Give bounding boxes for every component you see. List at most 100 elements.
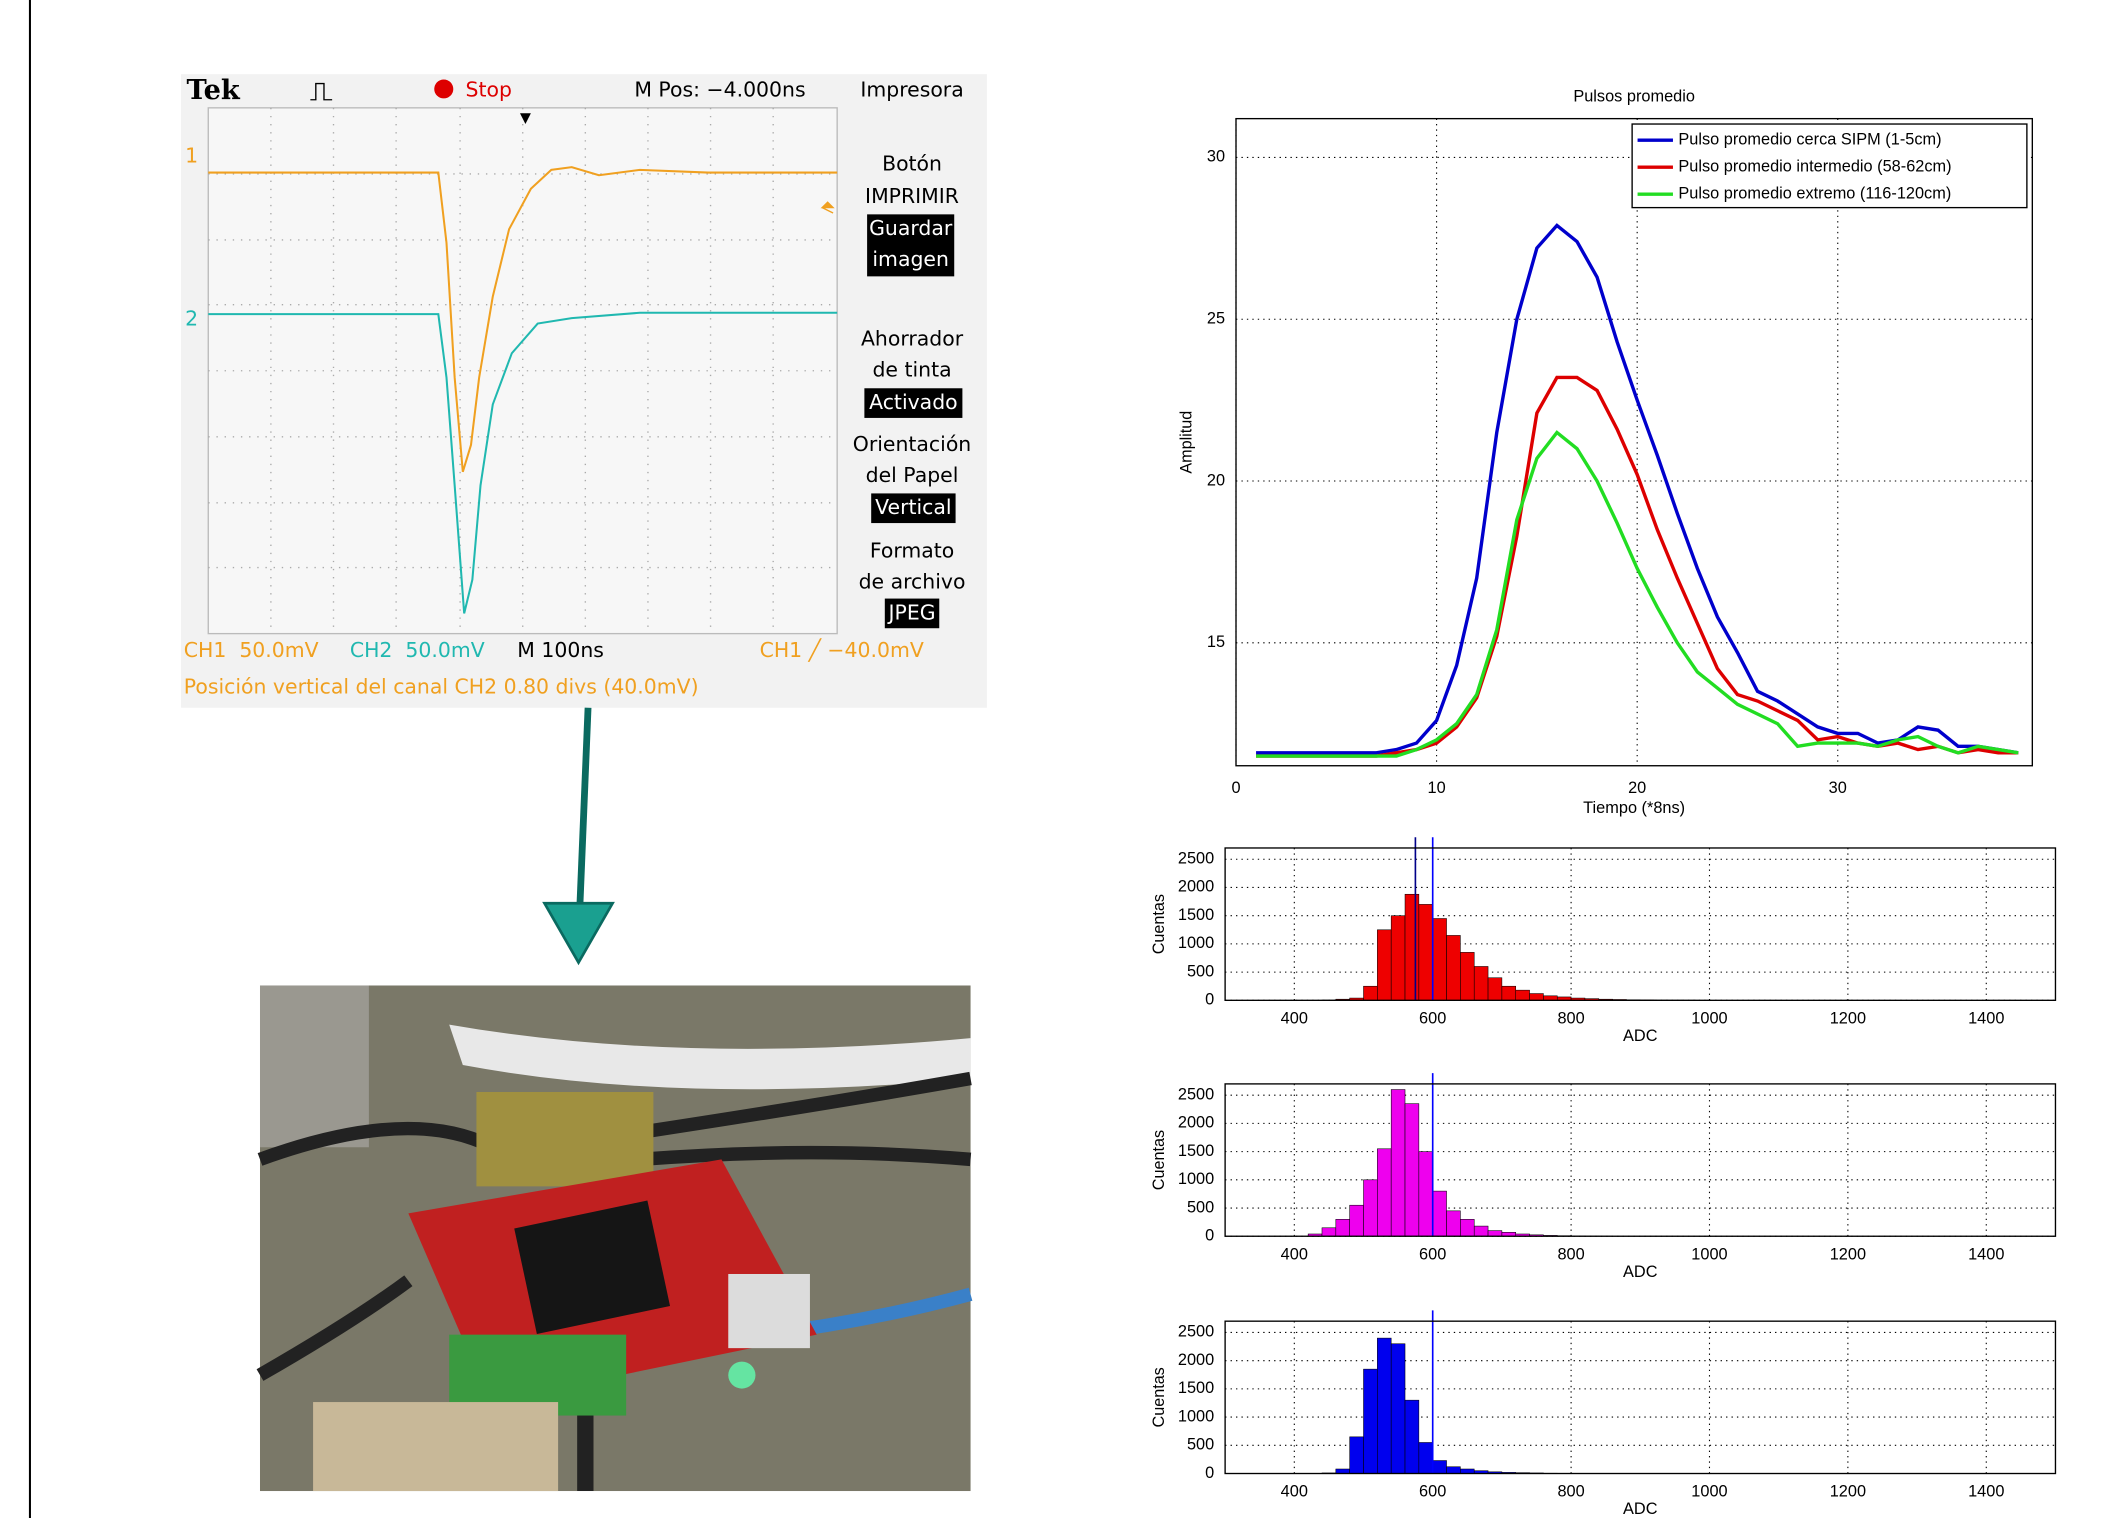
menu-label: Botón bbox=[882, 152, 942, 176]
histogram-bar bbox=[1404, 1399, 1420, 1474]
legend-box bbox=[1631, 123, 2028, 209]
x-axis-label: ADC bbox=[1623, 1263, 1658, 1281]
x-tick-label: 1400 bbox=[1968, 1010, 2004, 1028]
x-tick-label: 600 bbox=[1419, 1245, 1446, 1263]
y-tick-label: 1000 bbox=[1178, 1170, 1214, 1188]
histogram-bar bbox=[1446, 935, 1461, 1001]
histogram-bar bbox=[1432, 1460, 1447, 1474]
x-tick-label: 1200 bbox=[1830, 1483, 1866, 1501]
histogram-bar bbox=[1501, 985, 1517, 1001]
menu-option: Vertical bbox=[875, 495, 951, 519]
histogram-bar bbox=[1460, 1468, 1475, 1474]
histogram-bar bbox=[1404, 1103, 1420, 1237]
histogram-bar bbox=[1349, 1436, 1364, 1474]
histogram-bar bbox=[1473, 1225, 1489, 1237]
menu-label: Orientación bbox=[853, 432, 971, 456]
y-tick-label: 1000 bbox=[1178, 934, 1214, 952]
x-tick-label: 1000 bbox=[1691, 1483, 1727, 1501]
histogram-bar bbox=[1432, 1190, 1447, 1237]
menu-option: Guardar bbox=[869, 216, 953, 240]
histogram-bar bbox=[1321, 1227, 1337, 1237]
x-tick-label: 600 bbox=[1419, 1483, 1446, 1501]
histogram-bar bbox=[1432, 918, 1447, 1001]
y-tick-label: 1500 bbox=[1178, 1379, 1214, 1397]
legend-label: Pulso promedio extremo (116-120cm) bbox=[1678, 184, 1951, 202]
x-tick-label: 400 bbox=[1281, 1483, 1308, 1501]
timebase: M 100ns bbox=[517, 638, 604, 662]
menu-option: JPEG bbox=[886, 600, 935, 624]
y-tick-label: 2500 bbox=[1178, 1086, 1214, 1104]
ch2-scale: CH2 50.0mV bbox=[350, 638, 485, 662]
histogram-bar bbox=[1543, 995, 1558, 1001]
trigger: CH1 ╱ −40.0mV bbox=[760, 638, 924, 662]
y-axis-label: Cuentas bbox=[1150, 1130, 1168, 1190]
histogram-bar bbox=[1515, 989, 1530, 1001]
x-tick-label: 1400 bbox=[1968, 1483, 2004, 1501]
menu-label: del Papel bbox=[866, 463, 959, 487]
y-tick-label: 0 bbox=[1205, 1227, 1214, 1245]
flow-arrow bbox=[576, 707, 592, 907]
ch2-marker: 2 bbox=[185, 307, 198, 331]
histogram-bar bbox=[1335, 1219, 1350, 1237]
brand: Tek bbox=[186, 75, 241, 106]
histogram-bar bbox=[1363, 1368, 1378, 1474]
plot-frame bbox=[1224, 847, 2057, 1001]
plot-frame bbox=[1235, 117, 2034, 767]
ch1-scale: CH1 50.0mV bbox=[184, 638, 319, 662]
status: Posición vertical del canal CH2 0.80 div… bbox=[184, 675, 699, 699]
menu-label: Ahorrador bbox=[861, 327, 964, 351]
y-tick-label: 2500 bbox=[1178, 1323, 1214, 1341]
histogram-bar bbox=[1418, 904, 1433, 1001]
x-axis-label: ADC bbox=[1623, 1500, 1658, 1518]
histogram-bar bbox=[1404, 893, 1420, 1001]
oscilloscope: Tek Stop M Pos: −4.000ns Impresora Botón… bbox=[181, 74, 987, 708]
histogram-bar bbox=[1460, 1219, 1475, 1237]
ch1-marker: 1 bbox=[185, 143, 198, 167]
trigger-pos bbox=[519, 113, 531, 125]
x-tick-label: 1000 bbox=[1691, 1245, 1727, 1263]
y-tick-label: 500 bbox=[1187, 1436, 1214, 1454]
plot-frame bbox=[1224, 1083, 2057, 1237]
legend-label: Pulso promedio cerca SIPM (1-5cm) bbox=[1678, 131, 1941, 149]
y-tick-label: 0 bbox=[1205, 991, 1214, 1009]
histogram-bar bbox=[1418, 1442, 1433, 1474]
histogram-bar bbox=[1529, 993, 1544, 1001]
histogram-bar bbox=[1363, 985, 1378, 1001]
x-axis-label: ADC bbox=[1623, 1027, 1658, 1045]
y-axis-label: Cuentas bbox=[1150, 894, 1168, 954]
histogram-bar bbox=[1377, 1148, 1392, 1237]
x-tick-label: 0 bbox=[1231, 779, 1240, 797]
histogram-bar bbox=[1349, 1204, 1364, 1237]
histogram-bar bbox=[1335, 1468, 1350, 1474]
chart-title: Pulsos promedio bbox=[1573, 87, 1695, 105]
x-axis-label: Tiempo (*8ns) bbox=[1583, 799, 1685, 817]
y-tick-label: 20 bbox=[1207, 471, 1225, 489]
scope-screen bbox=[207, 107, 838, 635]
y-tick-label: 0 bbox=[1205, 1464, 1214, 1482]
plot-area bbox=[1236, 118, 2033, 766]
x-tick-label: 800 bbox=[1557, 1245, 1584, 1263]
y-axis-label: Cuentas bbox=[1150, 1367, 1168, 1427]
state: Stop bbox=[466, 77, 512, 101]
trace-ch1 bbox=[208, 166, 838, 473]
y-tick-label: 500 bbox=[1187, 1198, 1214, 1216]
y-tick-label: 1000 bbox=[1178, 1407, 1214, 1425]
y-tick-label: 1500 bbox=[1178, 1142, 1214, 1160]
histogram-bar bbox=[1473, 966, 1489, 1001]
x-tick-label: 1000 bbox=[1691, 1010, 1727, 1028]
y-tick-label: 2000 bbox=[1178, 878, 1214, 896]
x-tick-label: 800 bbox=[1557, 1483, 1584, 1501]
y-tick-label: 500 bbox=[1187, 962, 1214, 980]
menu-option: Activado bbox=[869, 390, 958, 414]
menu-title: Impresora bbox=[860, 77, 963, 101]
y-tick-label: 30 bbox=[1207, 148, 1225, 166]
x-tick-label: 1400 bbox=[1968, 1245, 2004, 1263]
y-axis-label: Amplitud bbox=[1177, 411, 1195, 474]
histogram-bar bbox=[1390, 1343, 1406, 1474]
menu-label: Formato bbox=[870, 538, 954, 562]
menu-option: imagen bbox=[872, 247, 949, 271]
y-tick-label: 2000 bbox=[1178, 1351, 1214, 1369]
plot-area bbox=[1225, 847, 2056, 1001]
